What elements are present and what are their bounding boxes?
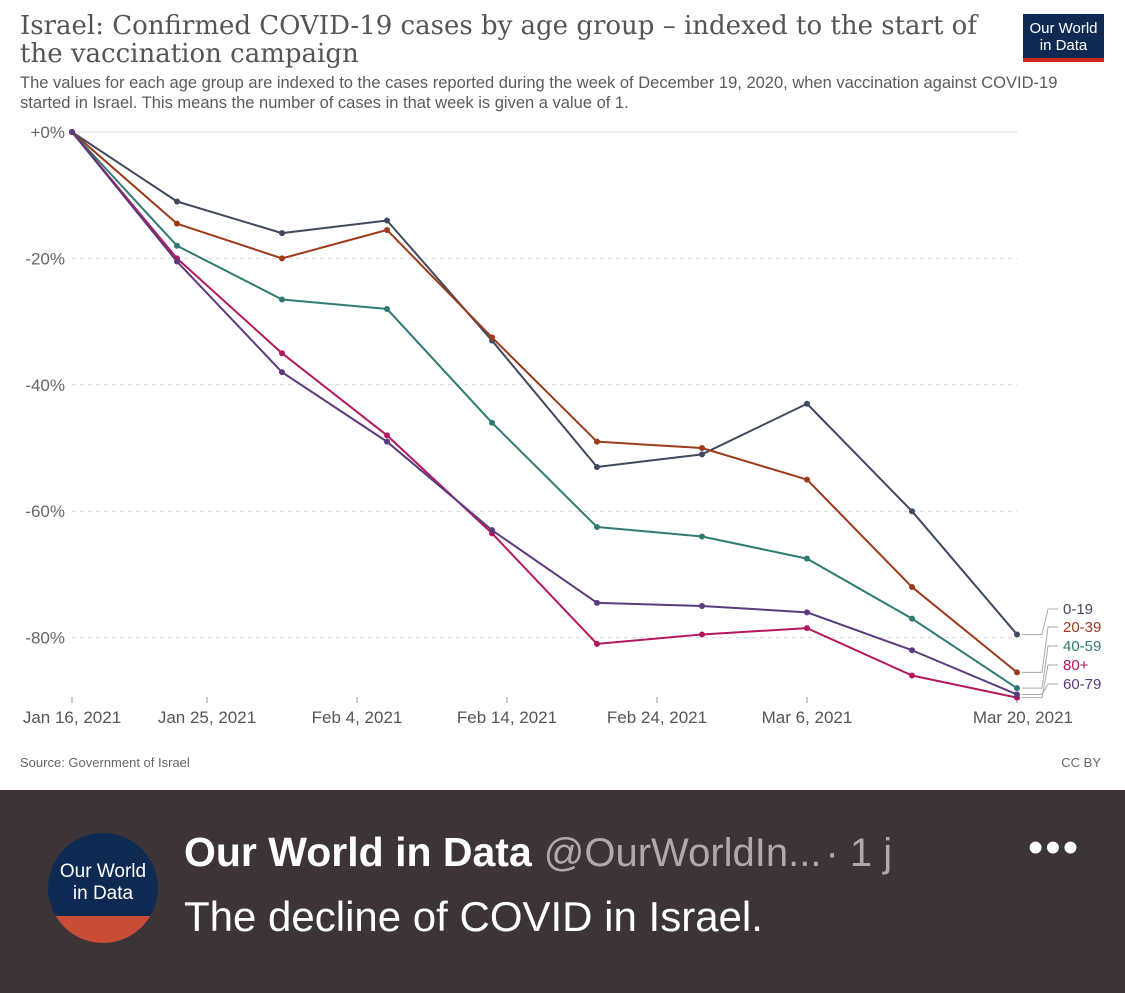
data-point-60-79 [804,609,810,616]
data-point-60-79 [1014,691,1020,698]
data-point-40-59 [489,419,495,426]
y-tick-label: -20% [25,249,65,268]
data-point-80+ [804,625,810,632]
series-line-60-79 [71,131,1018,696]
y-tick-label: -80% [25,629,65,648]
legend-label-20-39: 20-39 [1063,619,1101,636]
legend-connector [1022,608,1058,635]
author-name[interactable]: Our World in Data [184,829,532,875]
x-tick-label: Jan 16, 2021 [23,708,121,727]
data-point-60-79 [279,369,285,376]
data-point-80+ [594,640,600,647]
avatar-label: Our World in Data [48,861,158,905]
y-tick-label: -40% [25,376,65,395]
avatar-label-line1: Our World [59,861,147,882]
legend-connector [1022,664,1058,699]
data-point-0-19 [909,508,915,515]
chart-card: Israel: Confirmed COVID-19 cases by age … [20,11,1104,770]
avatar-label-line2: in Data [72,883,134,904]
data-point-80+ [909,672,915,679]
data-point-0-19 [384,217,390,224]
legend-label-40-59: 40-59 [1063,638,1101,655]
legend-connector [1022,645,1058,689]
series-line-80+ [71,131,1018,699]
owid-logo[interactable]: Our World in Data [1023,14,1104,62]
data-point-60-79 [384,438,390,445]
x-tick-label: Feb 4, 2021 [312,708,403,727]
legend-label-0-19: 0-19 [1063,601,1093,618]
data-point-0-19 [279,230,285,237]
data-point-40-59 [594,524,600,530]
data-point-60-79 [69,129,75,135]
data-point-20-39 [909,584,915,591]
avatar[interactable]: Our World in Data [48,833,158,943]
data-point-60-79 [489,527,495,534]
data-point-40-59 [1014,685,1020,692]
data-point-0-19 [1014,631,1020,638]
data-point-20-39 [699,445,705,451]
tweet-bar [0,790,1125,993]
data-point-80+ [279,350,285,357]
data-point-0-19 [594,463,600,470]
data-point-20-39 [279,255,285,262]
data-point-0-19 [174,198,180,205]
legend-connector [1022,626,1058,673]
more-options-icon[interactable]: ••• [1027,823,1081,872]
owid-logo-line2: in Data [1039,37,1088,54]
tweet-timestamp[interactable]: · 1 j [825,831,893,875]
series-line-40-59 [71,131,1018,689]
data-point-0-19 [804,400,810,407]
data-point-60-79 [909,647,915,654]
series-line-0-19 [71,131,1018,636]
data-point-60-79 [594,599,600,606]
data-point-80+ [699,631,705,638]
chart-subtitle: The values for each age group are indexe… [20,74,1058,112]
data-point-60-79 [699,603,705,609]
data-point-40-59 [804,555,810,562]
y-tick-label: +0% [31,123,66,142]
x-tick-label: Mar 6, 2021 [762,708,853,727]
tweet-text: The decline of COVID in Israel. [184,893,763,940]
chart-source: Source: Government of Israel [20,755,190,770]
data-point-20-39 [489,334,495,341]
avatar-band [48,916,158,943]
legend-connector [1022,683,1058,695]
owid-logo-line1: Our World [1029,20,1098,37]
line-chart: +0% -20% -40% -60% -80% Jan 16, 2021 Jan 25, 2… [23,123,1102,727]
data-point-40-59 [174,242,180,249]
data-point-40-59 [909,615,915,622]
series-line-20-39 [71,131,1018,674]
chart-license[interactable]: CC BY [1061,755,1101,770]
data-point-60-79 [174,258,180,265]
legend-label-60-79: 60-79 [1063,676,1101,693]
data-point-20-39 [804,476,810,483]
data-point-40-59 [384,305,390,312]
data-point-0-19 [699,451,705,458]
legend-label-80+: 80+ [1063,657,1089,674]
data-point-40-59 [279,296,285,303]
y-tick-label: -60% [25,502,65,521]
tweet-header: Our World in Data @OurWorldIn... · 1 j [184,824,1104,880]
data-point-20-39 [1014,669,1020,676]
author-handle[interactable]: @OurWorldIn... [543,831,822,875]
data-point-40-59 [699,533,705,540]
x-tick-label: Jan 25, 2021 [158,708,256,727]
data-point-20-39 [174,220,180,227]
chart-title: Israel: Confirmed COVID-19 cases by age … [20,11,977,69]
data-point-80+ [384,432,390,439]
data-point-20-39 [594,438,600,445]
x-tick-label: Feb 14, 2021 [457,708,557,727]
x-tick-label: Feb 24, 2021 [607,708,707,727]
x-tick-label: Mar 20, 2021 [973,708,1073,727]
data-point-20-39 [384,226,390,233]
